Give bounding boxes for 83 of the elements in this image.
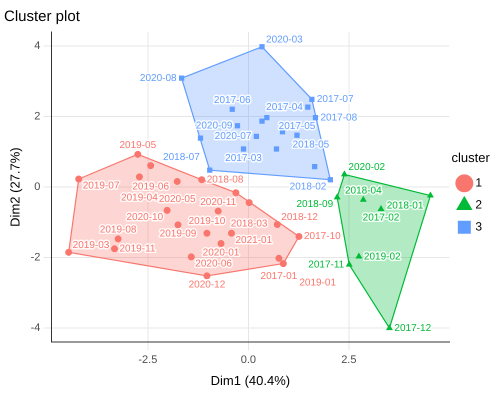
point [188,253,195,260]
point [360,196,366,202]
chart-title: Cluster plot [4,8,81,26]
data-label: 2019-08 [100,224,137,236]
data-label: 2020-10 [126,212,164,224]
data-label: 2020-03 [266,34,304,46]
y-tick-label: 4 [34,40,40,52]
point [136,173,143,180]
data-label: 2020-12 [188,280,226,291]
point [234,123,240,128]
x-tick-label: 0.0 [240,354,256,366]
y-tick-label: 2 [34,110,40,123]
data-label: 2017-01 [260,271,298,282]
x-tick-label: -2.5 [138,354,158,366]
point [294,132,300,138]
y-tick-label: -4 [30,322,40,334]
point [203,230,210,237]
data-label: 2019-05 [119,140,157,152]
data-label: 2019-07 [82,180,120,192]
legend-label: 3 [475,220,482,234]
data-label: 2017-08 [320,112,358,124]
point [214,208,222,215]
point [356,253,362,259]
data-label: 2017-12 [394,322,432,334]
data-label: 2019-06 [132,181,170,192]
data-label: 2019-11 [119,244,156,255]
point [164,206,171,214]
data-label: 2020-02 [348,162,386,174]
point [312,164,318,170]
point [114,235,122,242]
point [240,146,246,152]
data-label: 2019-03 [72,240,110,252]
data-label: 2019-10 [188,216,226,228]
point [264,115,270,120]
data-label: 2017-04 [266,102,304,113]
data-label: 2020-08 [140,72,178,84]
point [147,162,154,170]
point [230,106,235,112]
data-label: 2017-02 [362,212,400,224]
legend-title: cluster [452,150,490,165]
data-label: 2019-01 [299,277,336,288]
point [328,177,333,182]
data-label: 2019-02 [364,251,402,262]
data-label: 2020-07 [214,131,252,142]
point [305,104,310,110]
y-tick-label: 0 [34,181,40,194]
data-label: 2018-08 [206,174,244,186]
data-label: 2021-01 [235,235,273,246]
data-label: 2018-01 [386,200,424,212]
point [174,221,182,228]
data-label: 2017-03 [225,152,262,164]
data-label: 2017-11 [308,259,345,270]
data-label: 2019-04 [121,192,158,204]
data-label: 2018-03 [230,218,268,230]
y-tick-label: -2 [30,252,40,264]
data-label: 2017-05 [278,121,316,132]
data-label: 2020-01 [202,247,240,258]
point [275,254,282,262]
point [228,230,235,237]
data-label: 2018-09 [296,199,334,210]
data-label: 2020-06 [195,258,232,270]
point [110,245,118,252]
point [274,146,280,152]
point [259,118,265,124]
data-label: 2019-09 [160,228,197,240]
data-label: 2020-11 [200,196,237,208]
data-label: 2018-04 [344,186,382,197]
point [378,205,384,211]
y-axis-title: Dim2 (27.7%) [7,147,22,227]
data-label: 2017-07 [316,94,354,106]
data-label: 2018-12 [281,212,318,224]
data-label: 2017-06 [214,94,252,106]
data-label: 2020-05 [158,194,196,206]
legend-label: 1 [475,176,482,190]
x-tick-label: 2.5 [341,354,356,366]
point [218,240,225,247]
legend-label: 2 [475,198,482,212]
point [254,134,260,139]
point [174,178,181,185]
data-label: 2018-02 [290,181,327,192]
data-label: 2018-07 [163,152,200,163]
x-axis-title: Dim1 (40.4%) [210,372,290,388]
data-label: 2017-10 [304,231,342,242]
